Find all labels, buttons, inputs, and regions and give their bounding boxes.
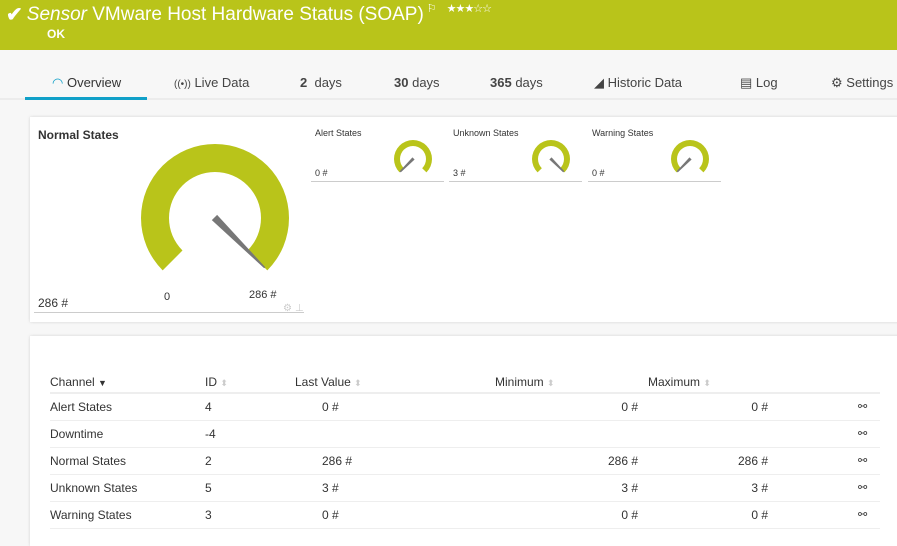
sort-icon: ⬍ [220,378,228,388]
tab-30-days[interactable]: 30 days [394,75,440,90]
main-gauge-title: Normal States [38,128,119,142]
divider [449,181,582,182]
channel-settings-icon[interactable]: ⚯ [778,501,880,529]
pin-icon[interactable]: ⊥ [295,303,304,314]
main-gauge-arc [141,144,289,271]
broadcast-icon: ((•)) [174,79,191,90]
tab-live-data[interactable]: ((•)) Live Data [174,75,250,90]
maximum-cell: 3 # [648,474,778,502]
gauges-panel: Normal States 286 # 0 286 # ⚙ ⊥ Alert St… [30,117,897,322]
col-id[interactable]: ID ⬍ [205,372,295,394]
divider [588,181,721,182]
col-actions [778,372,880,394]
main-gauge-needle [211,214,266,269]
tab-bar: ◠ Overview ((•)) Live Data 2 days 30 day… [0,50,897,100]
maximum-cell [648,420,778,448]
id-cell: 5 [205,474,295,502]
gauge-settings-icon[interactable]: ⚙ [283,303,292,314]
last-value-cell [295,420,495,448]
small-gauge-arc [532,140,570,173]
header-title-row: ✔ Sensor VMware Host Hardware Status (SO… [6,3,492,27]
minimum-cell: 3 # [495,474,648,502]
sensor-title: Sensor VMware Host Hardware Status (SOAP… [26,4,424,25]
tab-settings[interactable]: ⚙ Settings [831,75,894,90]
minimum-cell: 0 # [495,393,648,421]
small-gauge-value: 0 # [592,168,605,178]
col-maximum[interactable]: Maximum ⬍ [648,372,778,394]
id-cell: 2 [205,447,295,475]
small-gauge-value: 0 # [315,168,328,178]
tab-365-days[interactable]: 365 days [490,75,543,90]
divider [311,181,444,182]
channel-settings-icon[interactable]: ⚯ [778,474,880,502]
table-row[interactable]: Alert States 4 0 #0 #0 # ⚯ [50,393,880,421]
small-gauge-needle [549,157,565,173]
last-value-cell: 0 # [295,501,495,529]
maximum-cell: 0 # [648,501,778,529]
tab-log[interactable]: ▤ Log [740,75,778,90]
col-last-value[interactable]: Last Value ⬍ [295,372,495,394]
channel-cell: Unknown States [50,474,205,502]
channel-settings-icon[interactable]: ⚯ [778,447,880,475]
table-row[interactable]: Normal States 2 286 #286 #286 # ⚯ [50,447,880,475]
sort-icon: ⬍ [703,378,711,388]
minimum-cell [495,420,648,448]
small-gauge-needle [676,157,692,173]
channel-settings-icon[interactable]: ⚯ [778,420,880,448]
small-gauge-title: Unknown States [453,128,519,138]
gear-icon: ⚙ [831,75,843,90]
channel-settings-icon[interactable]: ⚯ [778,393,880,421]
col-minimum[interactable]: Minimum ⬍ [495,372,648,394]
id-cell: -4 [205,420,295,448]
check-icon: ✔ [6,4,23,26]
maximum-cell: 0 # [648,393,778,421]
channels-table: Channel ▼ ID ⬍ Last Value ⬍ Minimum ⬍ Ma… [50,372,880,529]
divider [34,312,304,313]
active-tab-indicator [25,97,147,100]
last-value-cell: 3 # [295,474,495,502]
status-text: OK [47,27,65,41]
gauges-svg [141,140,709,271]
maximum-cell: 286 # [648,447,778,475]
small-gauge-needle [399,157,415,173]
list-icon: ▤ [740,75,753,90]
sort-icon: ⬍ [547,378,555,388]
channel-cell: Alert States [50,393,205,421]
tab-2-days[interactable]: 2 days [300,75,342,90]
small-gauge-title: Alert States [315,128,362,138]
small-gauge-title: Warning States [592,128,654,138]
col-channel[interactable]: Channel ▼ [50,372,205,394]
last-value-cell: 0 # [295,393,495,421]
priority-stars[interactable]: ★★★☆☆ [446,3,492,15]
sort-down-icon: ▼ [98,378,107,388]
channel-cell: Warning States [50,501,205,529]
last-value-cell: 286 # [295,447,495,475]
tab-overview[interactable]: ◠ Overview [52,75,122,90]
gauge-icon: ◠ [52,75,64,90]
id-cell: 3 [205,501,295,529]
small-gauge-value: 3 # [453,168,466,178]
main-gauge-max: 286 # [249,289,277,301]
main-gauge-min: 0 [164,291,171,303]
sensor-header: ✔ Sensor VMware Host Hardware Status (SO… [0,0,897,50]
table-row[interactable]: Unknown States 5 3 #3 #3 # ⚯ [50,474,880,502]
area-chart-icon: ◢ [594,75,604,90]
tab-historic-data[interactable]: ◢ Historic Data [594,75,683,90]
sort-icon: ⬍ [354,378,362,388]
table-row[interactable]: Downtime -4 ⚯ [50,420,880,448]
minimum-cell: 0 # [495,501,648,529]
channel-cell: Downtime [50,420,205,448]
table-row[interactable]: Warning States 3 0 #0 #0 # ⚯ [50,501,880,529]
flag-icon[interactable]: ⚐ [426,3,437,15]
minimum-cell: 286 # [495,447,648,475]
id-cell: 4 [205,393,295,421]
main-gauge-value: 286 # [38,296,69,310]
small-gauge-arc [671,140,709,173]
channel-cell: Normal States [50,447,205,475]
small-gauge-arc [394,140,433,173]
channels-panel: Channel ▼ ID ⬍ Last Value ⬍ Minimum ⬍ Ma… [30,336,897,546]
